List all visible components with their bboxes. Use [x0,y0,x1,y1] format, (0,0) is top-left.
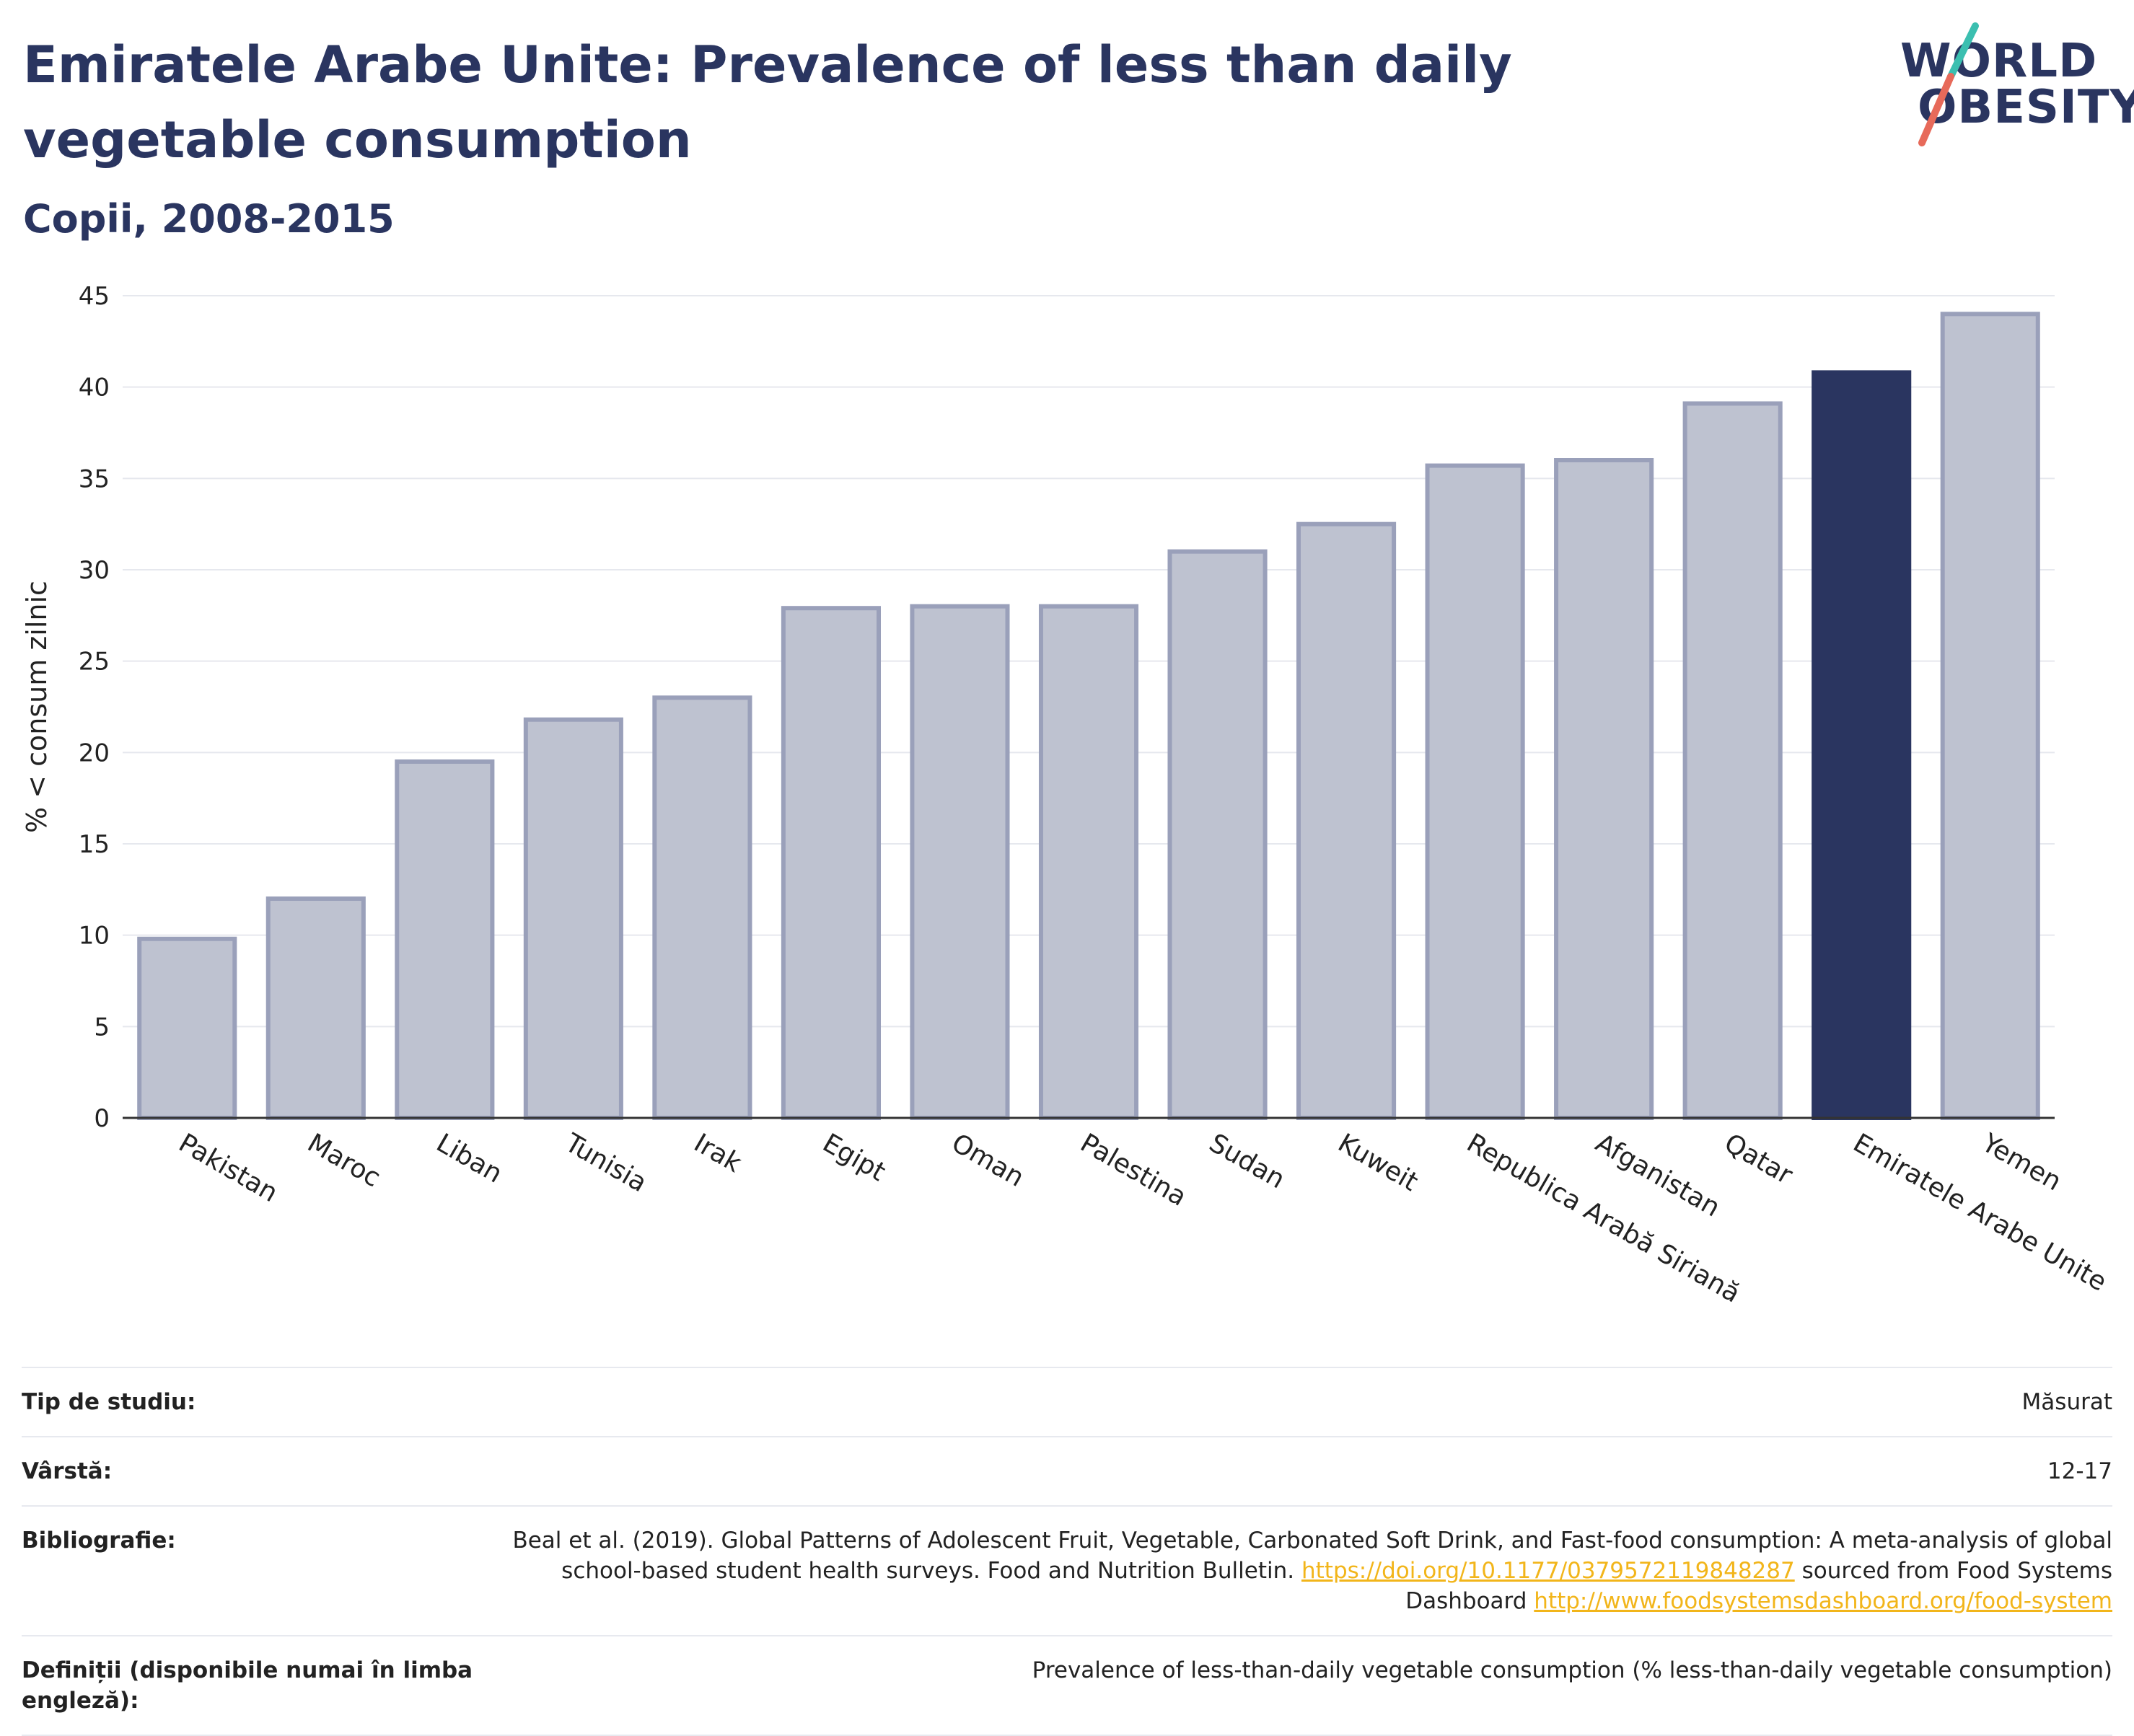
bibliography-label: Bibliografie: [22,1528,176,1554]
bar-tunisia[interactable] [523,717,623,1120]
age-value: 12-17 [2047,1458,2112,1484]
bar-liban[interactable] [395,759,495,1120]
x-axis-labels: Pakistan Maroc Liban Tunisia Irak Egipt Oman Pa… [174,1128,2112,1309]
age-label: Vârstă: [22,1458,113,1484]
definitions-value: Prevalence of less-than-daily vegetable … [1032,1657,2112,1683]
logo-text-world: WORLD [1900,35,2098,88]
bar-egipt[interactable] [781,606,881,1120]
x-tick-label: Oman [947,1128,1029,1193]
world-obesity-logo[interactable]: WORLD OBESITY [1890,22,2134,151]
doi-link[interactable]: https://doi.org/10.1177/0379572119848287 [1301,1558,1795,1584]
x-tick-label: Kuweit [1333,1128,1423,1197]
x-tick-label: Maroc [302,1128,385,1193]
x-tick-label: Egipt [817,1128,890,1187]
definitions-label: Definiții (disponibile numai în limba en… [22,1657,473,1714]
info-row-age: Vârstă: 12-17 [22,1436,2112,1505]
x-tick-label: Qatar [1719,1128,1797,1190]
bar-palestina[interactable] [1038,604,1139,1120]
y-axis-title: % < consum zilnic [21,581,53,833]
info-table: Tip de studiu: Măsurat Vârstă: 12-17 Bib… [22,1367,2112,1736]
bar-qatar[interactable] [1682,401,1783,1120]
study-type-label: Tip de studiu: [22,1389,196,1415]
bar-maroc[interactable] [265,896,366,1120]
bar-pakistan[interactable] [137,936,237,1120]
y-tick-label: 15 [79,830,110,859]
bar-kuweit[interactable] [1296,521,1397,1120]
bar-republica-arab-sirian-[interactable] [1425,463,1525,1121]
y-tick-label: 40 [79,374,110,402]
page-subtitle: Copii, 2008-2015 [23,196,395,242]
x-tick-label: Yemen [1976,1128,2066,1197]
bar-emiratele-arabe-unite[interactable] [1812,370,1912,1120]
info-row-study-type: Tip de studiu: Măsurat [22,1367,2112,1436]
bar-yemen[interactable] [1940,312,2040,1120]
logo-text-obesity: OBESITY [1918,81,2134,134]
x-tick-label: Sudan [1204,1128,1290,1194]
bar-irak[interactable] [652,695,752,1120]
logo-slash-icon [1918,22,1979,146]
info-row-definitions: Definiții (disponibile numai în limba en… [22,1635,2112,1736]
chart-bars [137,312,2040,1121]
y-tick-label: 30 [79,556,110,585]
bibliography-value: Beal et al. (2019). Global Patterns of A… [511,1525,2112,1616]
bar-chart: 0 5 10 15 20 25 30 35 40 45 Pakistan Maroc Liban Tun… [21,282,2112,1309]
y-tick-label: 20 [79,739,110,767]
y-tick-label: 0 [94,1104,110,1133]
x-tick-label: Pakistan [174,1128,283,1208]
bar-afganistan[interactable] [1554,458,1654,1120]
study-type-value: Măsurat [2021,1389,2112,1415]
y-tick-label: 45 [79,282,110,311]
x-tick-label: Tunisia [560,1128,652,1198]
y-tick-label: 25 [79,648,110,677]
bibliography-text: Beal et al. (2019). Global Patterns of A… [512,1528,2112,1584]
info-row-bibliography: Bibliografie: Beal et al. (2019). Global… [22,1505,2112,1635]
y-tick-label: 35 [79,464,110,493]
page-title: Emiratele Arabe Unite: Prevalence of les… [23,35,1512,169]
x-tick-label: Palestina [1076,1128,1192,1212]
bar-sudan[interactable] [1167,549,1268,1120]
x-tick-label: Irak [689,1128,747,1178]
y-tick-label: 10 [79,922,110,951]
y-tick-label: 5 [94,1013,110,1041]
bar-oman[interactable] [910,604,1010,1120]
x-tick-label: Liban [431,1128,507,1189]
food-systems-link[interactable]: http://www.foodsystemsdashboard.org/food… [1534,1588,2112,1614]
bibliography-source-text: sourced from Food Systems Dashboard [1405,1558,2112,1614]
y-axis-ticks: 0 5 10 15 20 25 30 35 40 45 [79,282,110,1133]
